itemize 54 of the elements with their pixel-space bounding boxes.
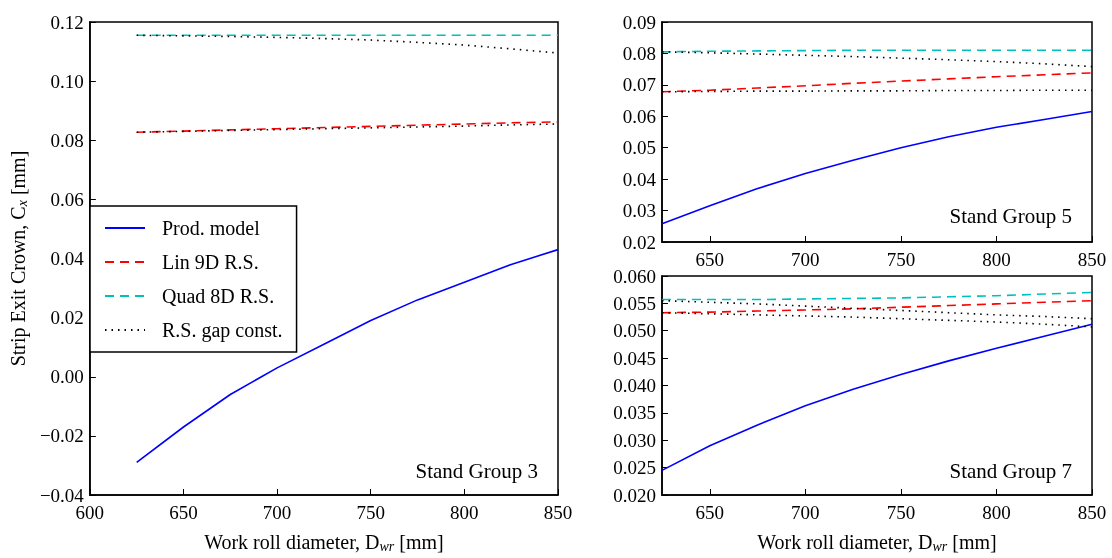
x-tick-label: 850 (543, 502, 573, 523)
x-tick-label: 700 (262, 502, 292, 523)
y-tick-label: 0.020 (613, 484, 656, 506)
y-tick-label: 0.12 (50, 11, 84, 33)
y-tick-label: 0.045 (613, 347, 656, 369)
y-tick-label: 0.04 (622, 168, 657, 190)
y-tick-label: 0.08 (50, 129, 84, 151)
y-tick-label: 0.06 (622, 105, 656, 127)
y-tick-label: 0.08 (622, 42, 656, 64)
y-tick-label: 0.060 (613, 265, 656, 287)
line-series (135, 248, 559, 464)
x-tick-label: 700 (791, 249, 820, 270)
x-tick-label: 650 (169, 502, 198, 523)
y-tick-label: 0.05 (622, 137, 656, 159)
x-tick-label: 650 (695, 249, 725, 270)
y-tick-label: 0.055 (613, 292, 656, 314)
y-tick-label: 0.09 (622, 11, 656, 33)
line-series (661, 72, 1093, 93)
y-tick-label: 0.02 (622, 231, 656, 253)
x-tick-label: 650 (695, 502, 725, 523)
x-axis-title: Work roll diameter, Dwr [mm] (204, 531, 444, 554)
y-tick-label: 0.07 (622, 74, 656, 96)
annotation: Stand Group 7 (949, 458, 1073, 483)
y-tick-label: 0.10 (50, 70, 84, 92)
legend-label: Quad 8D R.S. (162, 285, 275, 307)
y-tick-label: 0.02 (50, 307, 84, 329)
x-tick-label: 750 (886, 249, 916, 270)
x-tick-label: 800 (982, 502, 1011, 523)
legend-label: R.S. gap const. (162, 319, 283, 342)
annotation: Stand Group 3 (415, 458, 539, 483)
y-tick-label: 0.00 (50, 366, 84, 388)
y-axis-title: Strip Exit Crown, Cx [mm] (7, 150, 30, 367)
y-tick-label: 0.04 (50, 248, 85, 269)
y-tick-label: 0.030 (613, 429, 656, 451)
y-tick-label: 0.035 (613, 402, 656, 424)
line-series (661, 291, 1093, 301)
y-tick-label: −0.02 (39, 425, 84, 447)
legend-label: Lin 9D R.S. (162, 251, 259, 273)
x-tick-label: 800 (450, 502, 479, 523)
y-tick-label: 0.06 (50, 188, 84, 210)
line-series (661, 299, 1093, 314)
y-tick-label: 0.050 (613, 320, 656, 342)
x-tick-label: 850 (1077, 249, 1107, 270)
x-tick-label: 750 (886, 502, 916, 523)
x-tick-label: 750 (356, 502, 385, 523)
y-tick-label: 0.03 (622, 200, 656, 222)
x-axis-title: Work roll diameter, Dwr [mm] (757, 531, 997, 554)
x-tick-label: 800 (982, 249, 1011, 270)
annotation: Stand Group 5 (949, 203, 1073, 228)
x-tick-label: 850 (1077, 502, 1107, 523)
legend-label: Prod. model (162, 217, 261, 239)
x-tick-label: 700 (791, 502, 820, 523)
y-tick-label: 0.040 (613, 375, 656, 396)
y-tick-label: 0.025 (613, 457, 656, 479)
